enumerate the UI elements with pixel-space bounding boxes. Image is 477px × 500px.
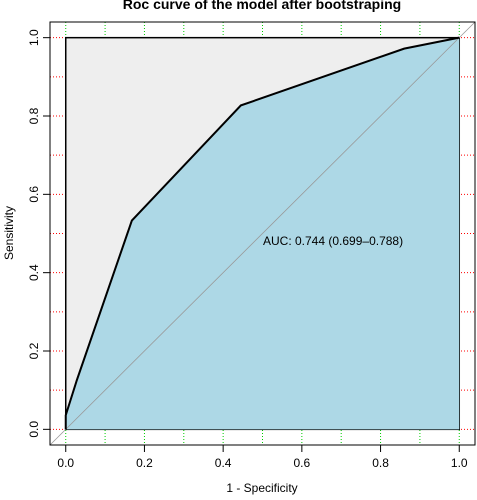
annotation: AUC: 0.744 (0.699–0.788)	[263, 234, 403, 248]
x-tick-label: 0.2	[136, 456, 153, 470]
y-tick-label: 0.2	[27, 342, 41, 359]
x-tick-label: 0.4	[215, 456, 232, 470]
y-tick-label: 0.4	[27, 264, 41, 281]
y-tick-label: 1.0	[27, 29, 41, 46]
y-axis-label: Sensitivity	[2, 206, 16, 260]
x-tick-label: 0.6	[294, 456, 311, 470]
x-tick-label: 0.8	[372, 456, 389, 470]
x-tick-label: 0.0	[57, 456, 74, 470]
x-tick-label: 1.0	[451, 456, 468, 470]
roc-curve	[64, 36, 460, 430]
y-tick-label: 0.6	[27, 186, 41, 203]
y-tick-label: 0.8	[27, 107, 41, 124]
diagonal	[49, 21, 476, 446]
chart-title: Roc curve of the model after bootstrapin…	[123, 0, 401, 12]
y-tick-label: 0.0	[27, 421, 41, 438]
x-axis-label: 1 - Specificity	[226, 481, 297, 495]
